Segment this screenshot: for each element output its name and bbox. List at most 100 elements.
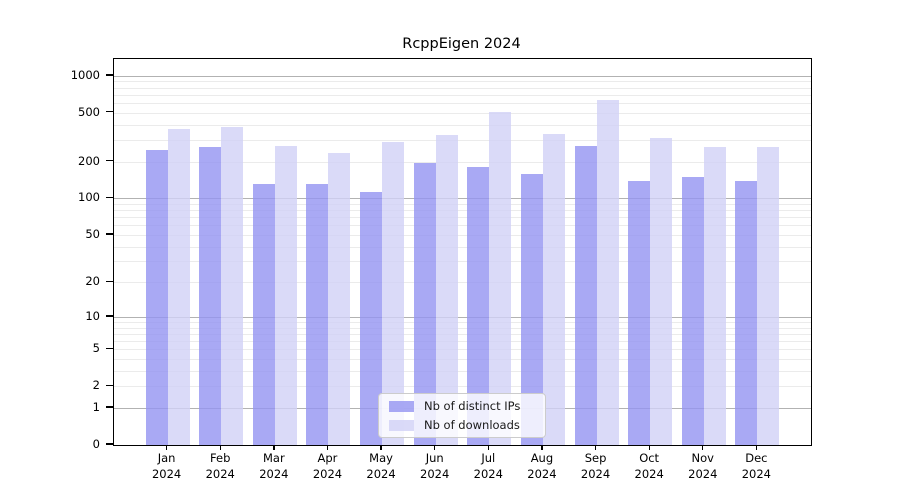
y-tick-label: 100 (78, 190, 100, 205)
legend-label-downloads: Nb of downloads (424, 418, 520, 432)
gridline-major (114, 316, 811, 318)
y-tick-label: 20 (85, 274, 100, 289)
gridline-minor (114, 341, 811, 342)
bar-distinct-ips-jul (467, 167, 490, 445)
gridline-minor (114, 225, 811, 227)
legend-swatch-distinct-ips (389, 400, 414, 412)
bar-distinct-ips-may (360, 191, 383, 445)
bar-distinct-ips-nov (681, 176, 704, 445)
y-tick-mark (106, 406, 113, 408)
bar-downloads-dec (757, 146, 780, 445)
gridline-minor (114, 327, 811, 329)
bar-downloads-jan (167, 128, 190, 445)
gridline-minor (114, 386, 811, 388)
y-tick-mark (106, 347, 113, 349)
x-tick-mark (702, 445, 704, 450)
x-tick-mark (487, 445, 489, 450)
gridline-minor (114, 370, 811, 372)
legend-swatch-downloads (389, 419, 414, 431)
bar-downloads-aug (542, 134, 565, 445)
x-tick-mark (166, 445, 168, 450)
y-tick-mark (106, 111, 113, 113)
gridline-minor (114, 261, 811, 263)
gridline-minor (114, 333, 811, 335)
gridline-minor (114, 321, 811, 323)
bar-distinct-ips-jun (413, 162, 436, 445)
bar-downloads-feb (221, 126, 244, 445)
gridline-minor (114, 161, 811, 163)
x-tick-mark (434, 445, 436, 450)
legend-label-distinct-ips: Nb of distinct IPs (424, 399, 521, 413)
x-tick-label: Jun 2024 (420, 451, 450, 481)
gridline-minor (114, 87, 811, 89)
y-tick-mark (106, 233, 113, 235)
gridline-minor (114, 203, 811, 205)
y-tick-label: 2 (92, 378, 100, 393)
y-tick-mark (106, 196, 113, 199)
gridline-minor (114, 349, 811, 351)
bar-downloads-jun (435, 134, 458, 445)
x-tick-mark (273, 445, 275, 450)
y-tick-label: 0 (92, 437, 100, 451)
gridline-minor (114, 140, 811, 142)
bar-distinct-ips-oct (628, 180, 651, 445)
y-tick-mark (106, 280, 113, 282)
legend-item-distinct-ips: Nb of distinct IPs (389, 399, 537, 413)
gridline-minor (114, 210, 811, 212)
x-tick-label: Jul 2024 (473, 451, 503, 481)
chart-title: RcppEigen 2024 (402, 36, 521, 52)
bar-downloads-jul (489, 112, 512, 445)
y-tick-mark (106, 74, 113, 76)
x-tick-label: Jan 2024 (151, 451, 182, 481)
x-tick-label: Aug 2024 (527, 451, 557, 481)
y-tick-label: 200 (78, 153, 100, 168)
bar-distinct-ips-apr (306, 184, 329, 445)
bar-distinct-ips-sep (574, 145, 597, 445)
bar-downloads-mar (274, 145, 297, 445)
x-tick-label: Sep 2024 (580, 451, 611, 481)
x-tick-mark (219, 445, 221, 450)
gridline-minor (114, 94, 811, 96)
x-tick-mark (380, 445, 382, 450)
gridline-major (114, 75, 811, 77)
legend-item-downloads: Nb of downloads (389, 418, 537, 432)
y-tick-label: 1 (92, 399, 100, 414)
bar-distinct-ips-feb (199, 146, 222, 445)
y-tick-mark (106, 443, 113, 445)
legend: Nb of distinct IPs Nb of downloads (378, 393, 546, 438)
bar-downloads-oct (650, 138, 673, 445)
y-tick-mark (106, 160, 113, 162)
gridline-major (114, 198, 811, 200)
y-tick-label: 5 (92, 341, 100, 356)
bar-downloads-nov (703, 146, 726, 445)
x-tick-mark (541, 445, 543, 450)
y-tick-label: 1000 (70, 67, 100, 82)
x-tick-label: Mar 2024 (259, 451, 289, 481)
y-tick-label: 500 (78, 104, 100, 119)
bar-distinct-ips-mar (252, 184, 275, 445)
x-tick-label: Nov 2024 (688, 451, 718, 481)
gridline-minor (114, 358, 811, 360)
bar-downloads-may (382, 141, 405, 445)
x-tick-mark (755, 445, 758, 450)
y-tick-label: 10 (85, 308, 100, 323)
gridline-minor (114, 246, 811, 248)
gridline-minor (114, 112, 811, 114)
x-tick-mark (648, 445, 650, 450)
x-tick-label: Dec 2024 (741, 451, 772, 481)
x-tick-label: Oct 2024 (634, 451, 664, 481)
x-tick-mark (326, 445, 329, 450)
gridline-minor (114, 282, 811, 284)
bar-distinct-ips-dec (735, 180, 758, 445)
plot-area: Nb of distinct IPs Nb of downloads (113, 58, 812, 446)
y-tick-mark (106, 315, 113, 317)
x-tick-label: May 2024 (366, 451, 396, 481)
y-tick-mark (106, 384, 113, 386)
gridline-minor (114, 217, 811, 219)
gridline-minor (114, 124, 811, 126)
gridline-minor (114, 234, 811, 236)
bar-distinct-ips-jan (145, 149, 168, 445)
gridline-minor (114, 103, 811, 105)
gridline-minor (114, 81, 811, 83)
